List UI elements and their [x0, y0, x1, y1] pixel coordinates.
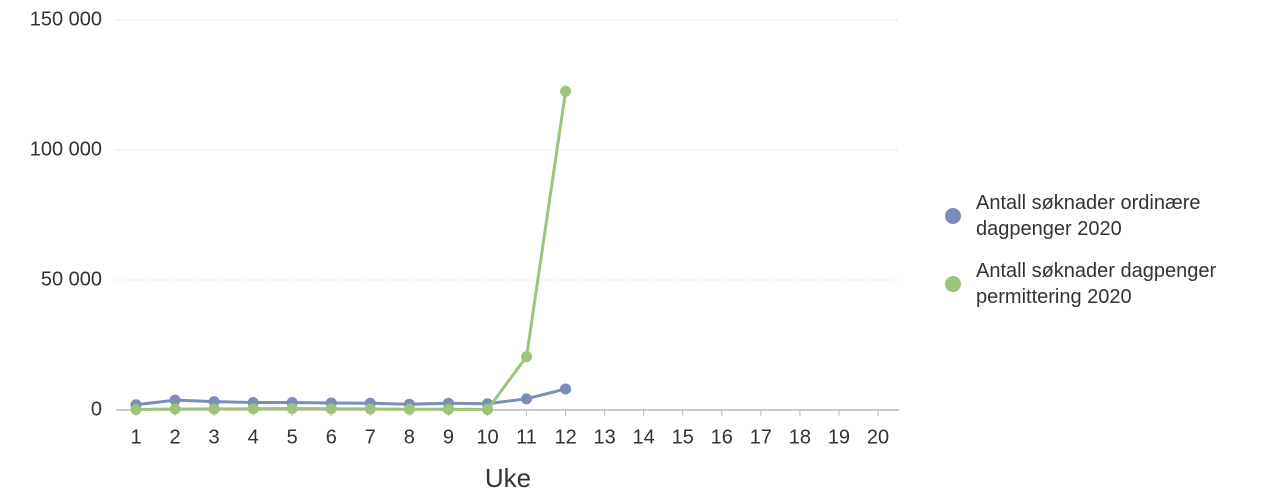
x-tick-label: 1	[130, 426, 141, 448]
x-tick-label: 5	[287, 426, 298, 448]
x-tick-label: 13	[594, 426, 616, 448]
x-tick-label: 16	[711, 426, 733, 448]
y-tick-label: 100 000	[30, 138, 102, 160]
x-tick-label: 9	[443, 426, 454, 448]
x-tick-label: 20	[867, 426, 889, 448]
x-tick-label: 18	[789, 426, 811, 448]
data-point	[247, 403, 259, 415]
x-tick-label: 7	[365, 426, 376, 448]
legend-label: Antall søknader ordinære dagpenger 2020	[976, 192, 1201, 240]
x-tick-label: 12	[554, 426, 576, 448]
x-tick-label: 19	[828, 426, 850, 448]
data-point	[521, 351, 533, 363]
data-point	[286, 402, 298, 414]
x-axis-label: Uke	[485, 463, 531, 493]
x-tick-label: 3	[209, 426, 220, 448]
data-point	[169, 394, 181, 406]
series-line	[135, 91, 568, 411]
data-point	[208, 403, 220, 415]
data-point	[481, 403, 493, 415]
data-point	[560, 383, 572, 395]
legend-marker	[945, 208, 961, 224]
x-tick-label: 11	[516, 426, 537, 448]
x-tick-label: 10	[476, 426, 498, 448]
data-point	[325, 403, 337, 415]
x-tick-label: 8	[404, 426, 415, 448]
x-tick-label: 17	[750, 426, 772, 448]
x-tick-label: 4	[248, 426, 259, 448]
x-tick-label: 2	[169, 426, 180, 448]
x-tick-label: 14	[633, 426, 655, 448]
y-tick-label: 0	[91, 398, 102, 420]
data-point	[364, 403, 376, 415]
legend-label: Antall søknader dagpenger permittering 2…	[976, 260, 1217, 308]
data-point	[169, 403, 181, 415]
y-tick-label: 150 000	[30, 8, 102, 30]
y-tick-label: 50 000	[41, 268, 102, 290]
x-tick-label: 6	[326, 426, 337, 448]
legend-marker	[945, 276, 961, 292]
data-point	[560, 85, 572, 97]
x-tick-label: 15	[672, 426, 694, 448]
data-point	[442, 403, 454, 415]
data-point	[130, 403, 142, 415]
data-point	[521, 393, 533, 405]
data-point	[403, 403, 415, 415]
